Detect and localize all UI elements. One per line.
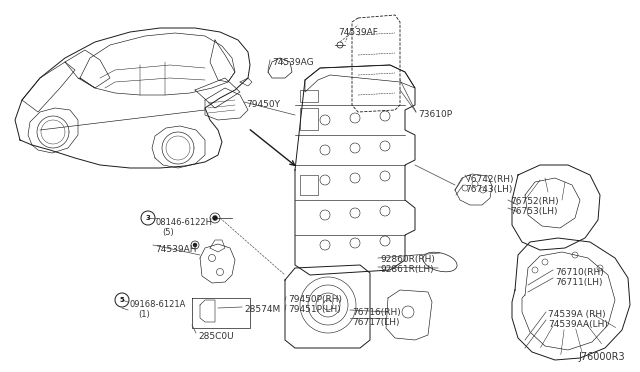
- Text: 285C0U: 285C0U: [198, 332, 234, 341]
- Circle shape: [193, 243, 197, 247]
- Text: (1): (1): [138, 310, 150, 319]
- Circle shape: [191, 241, 199, 249]
- Text: 09168-6121A: 09168-6121A: [130, 300, 186, 309]
- Text: 5: 5: [120, 297, 124, 303]
- Text: 76710(RH): 76710(RH): [555, 268, 604, 277]
- Text: 76742(RH): 76742(RH): [465, 175, 513, 184]
- Text: 28574M: 28574M: [244, 305, 280, 314]
- Text: 76716(RH): 76716(RH): [352, 308, 401, 317]
- Text: 74539AG: 74539AG: [272, 58, 314, 67]
- Circle shape: [212, 215, 218, 221]
- Text: 92861R(LH): 92861R(LH): [380, 265, 434, 274]
- Text: 79451P(LH): 79451P(LH): [288, 305, 340, 314]
- Text: 76711(LH): 76711(LH): [555, 278, 602, 287]
- Text: 08146-6122H: 08146-6122H: [155, 218, 212, 227]
- Text: 76717(LH): 76717(LH): [352, 318, 399, 327]
- Text: 73610P: 73610P: [418, 110, 452, 119]
- Text: 74539AA(LH): 74539AA(LH): [548, 320, 608, 329]
- Text: 3: 3: [145, 215, 150, 221]
- Text: 74539AF: 74539AF: [338, 28, 378, 37]
- Text: 74539A (RH): 74539A (RH): [548, 310, 605, 319]
- Text: 76743(LH): 76743(LH): [465, 185, 513, 194]
- Text: (5): (5): [162, 228, 173, 237]
- Bar: [300, 108, 318, 130]
- Text: 79450Y: 79450Y: [246, 100, 280, 109]
- Bar: [300, 175, 318, 195]
- Text: J76000R3: J76000R3: [578, 352, 625, 362]
- Text: 74539AH: 74539AH: [155, 245, 196, 254]
- Circle shape: [210, 213, 220, 223]
- Text: 76752(RH): 76752(RH): [510, 197, 559, 206]
- Bar: [300, 90, 318, 102]
- Text: 79450P(RH): 79450P(RH): [288, 295, 342, 304]
- Text: 76753(LH): 76753(LH): [510, 207, 557, 216]
- Circle shape: [141, 211, 155, 225]
- Text: 92860R(RH): 92860R(RH): [380, 255, 435, 264]
- Circle shape: [115, 293, 129, 307]
